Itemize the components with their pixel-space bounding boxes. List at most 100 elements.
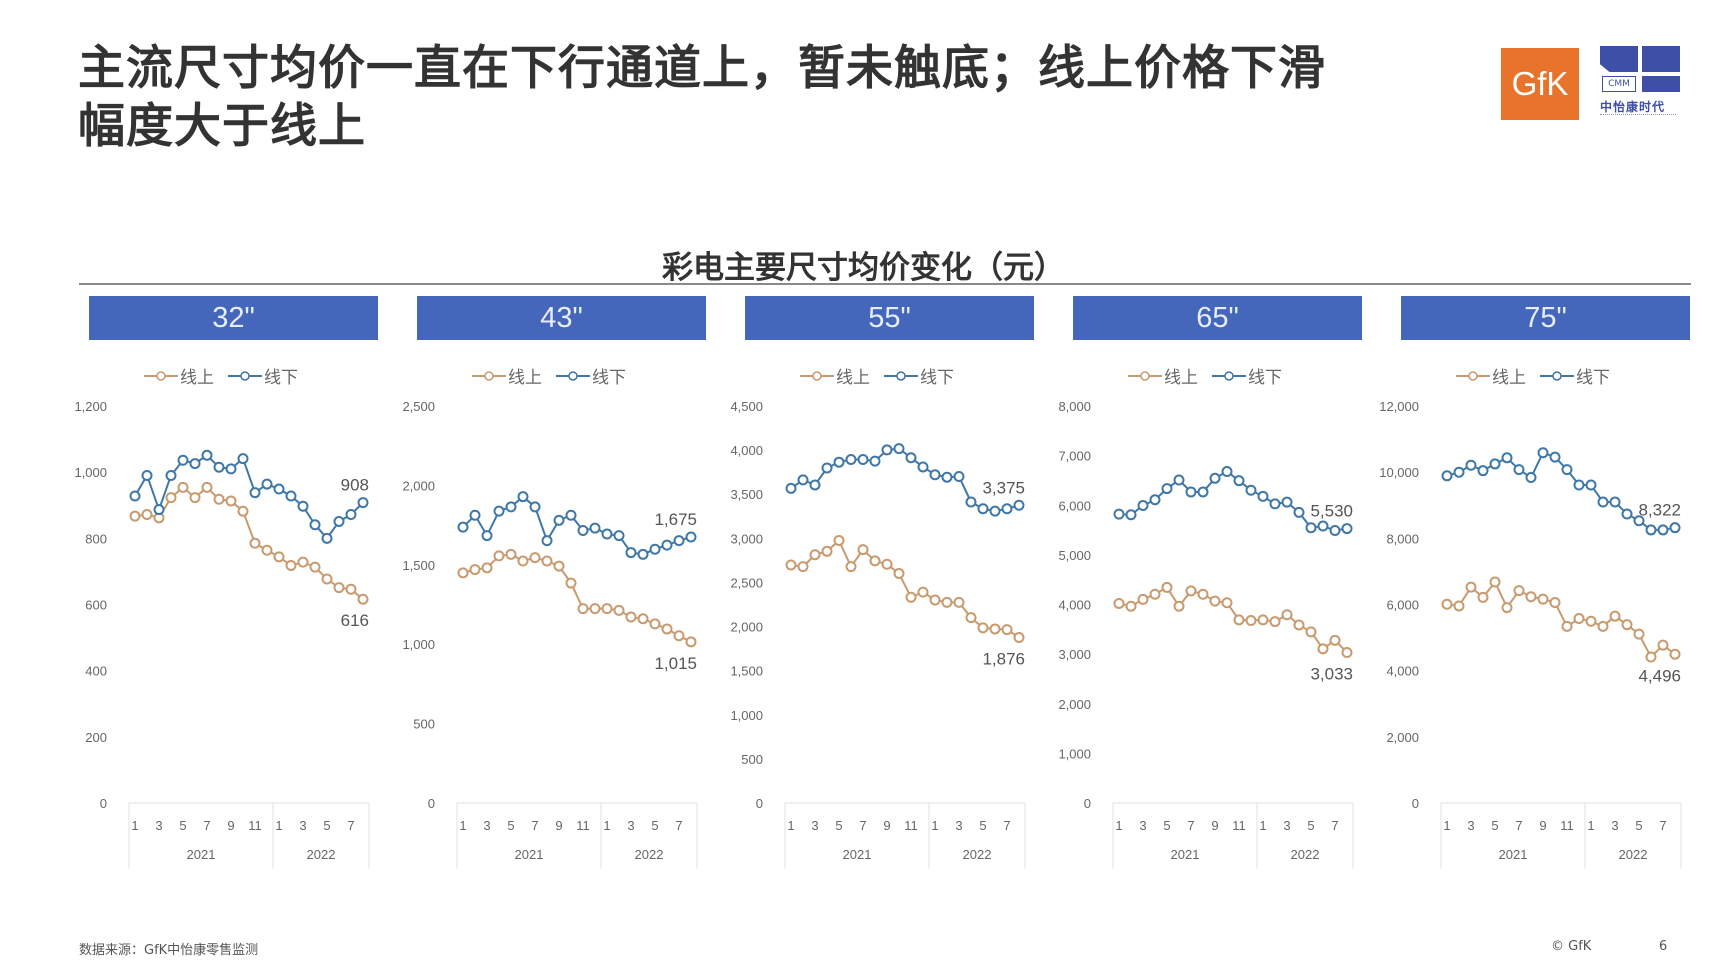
- data-point-marker: [1281, 609, 1293, 621]
- y-axis-tick-label: 8,000: [1386, 531, 1419, 546]
- data-point-marker: [1513, 464, 1525, 476]
- data-point-marker: [493, 505, 505, 517]
- data-point-marker: [869, 555, 881, 567]
- y-axis-tick-label: 6,000: [1386, 598, 1419, 613]
- data-point-marker: [941, 471, 953, 483]
- chart-legend: 线上 线下: [1456, 363, 1656, 388]
- data-point-marker: [1525, 591, 1537, 603]
- x-axis-month-label: 1: [1443, 818, 1450, 833]
- data-point-marker: [201, 481, 213, 493]
- x-axis-month-label: 1: [603, 818, 610, 833]
- cmm-logo-quadrant-tl: [1600, 46, 1638, 72]
- data-point-marker: [905, 591, 917, 603]
- data-point-marker: [1489, 576, 1501, 588]
- y-axis-tick-label: 600: [85, 598, 107, 613]
- page-number: 6: [1659, 939, 1668, 954]
- y-axis-tick-label: 12,000: [1379, 399, 1419, 414]
- data-point-marker: [601, 603, 613, 615]
- data-point-marker: [357, 593, 369, 605]
- data-point-marker: [1549, 451, 1561, 463]
- data-point-marker: [1609, 496, 1621, 508]
- legend-online-marker-icon: [800, 370, 834, 381]
- data-point-marker: [881, 444, 893, 456]
- y-axis-tick-label: 5,000: [1058, 548, 1091, 563]
- legend-offline-label: 线下: [1576, 368, 1610, 388]
- legend-item-online: 线上: [144, 363, 214, 388]
- x-axis-year-label: 2021: [187, 847, 216, 862]
- x-axis-year-label: 2022: [307, 847, 336, 862]
- chart-legend: 线上 线下: [800, 363, 1000, 388]
- y-axis-tick-label: 2,000: [402, 478, 435, 493]
- data-point-marker: [857, 453, 869, 465]
- x-axis-month-label: 9: [1539, 818, 1546, 833]
- data-point-marker: [1245, 615, 1257, 627]
- data-point-marker: [321, 532, 333, 544]
- data-point-marker: [297, 500, 309, 512]
- data-point-marker: [577, 603, 589, 615]
- legend-item-offline: 线下: [228, 363, 298, 388]
- y-axis-tick-label: 2,000: [1058, 697, 1091, 712]
- x-axis-month-label: 1: [1115, 818, 1122, 833]
- data-point-marker: [1633, 515, 1645, 527]
- data-point-marker: [565, 509, 577, 521]
- data-point-marker: [929, 469, 941, 481]
- data-point-marker: [1669, 648, 1681, 660]
- y-axis-tick-label: 2,000: [730, 620, 763, 635]
- x-axis-month-label: 9: [227, 818, 234, 833]
- data-point-marker: [1645, 651, 1657, 663]
- data-point-marker: [917, 586, 929, 598]
- online-end-value-label: 4,496: [1638, 666, 1681, 685]
- panel-size-header: 75": [1401, 296, 1690, 340]
- data-point-marker: [553, 560, 565, 572]
- legend-online-label: 线上: [508, 368, 542, 388]
- offline-end-value-label: 3,375: [982, 478, 1025, 497]
- data-point-marker: [213, 493, 225, 505]
- data-point-marker: [869, 455, 881, 467]
- legend-item-online: 线上: [472, 363, 542, 388]
- offline-series: [1113, 466, 1353, 537]
- data-point-marker: [1561, 620, 1573, 632]
- data-point-marker: [357, 497, 369, 509]
- data-point-marker: [977, 622, 989, 634]
- legend-offline-marker-icon: [556, 370, 590, 381]
- data-point-marker: [285, 559, 297, 571]
- online-series: [129, 481, 369, 605]
- data-point-marker: [189, 458, 201, 470]
- data-point-marker: [249, 537, 261, 549]
- data-point-marker: [1113, 508, 1125, 520]
- x-axis-month-label: 5: [979, 818, 986, 833]
- data-point-marker: [1149, 494, 1161, 506]
- data-point-marker: [881, 558, 893, 570]
- x-axis-month-label: 7: [675, 818, 682, 833]
- data-point-marker: [1645, 524, 1657, 536]
- data-point-marker: [129, 510, 141, 522]
- data-point-marker: [345, 583, 357, 595]
- data-point-marker: [529, 501, 541, 513]
- x-axis-month-label: 3: [627, 818, 634, 833]
- x-axis-month-label: 11: [1560, 818, 1574, 833]
- chart-panel: 65" 线上 线下 8,000 7,000 6,000 5,000 4,000 3,000 2,0…: [1058, 296, 1403, 876]
- x-axis-year-label: 2021: [1171, 847, 1200, 862]
- data-point-marker: [1561, 464, 1573, 476]
- title-divider: [79, 283, 1691, 285]
- legend-online-label: 线上: [1492, 368, 1526, 388]
- data-point-marker: [625, 547, 637, 559]
- x-axis-month-label: 3: [483, 818, 490, 833]
- x-axis-month-label: 11: [1232, 818, 1246, 833]
- data-point-marker: [637, 548, 649, 560]
- x-axis-month-label: 9: [555, 818, 562, 833]
- data-point-marker: [237, 505, 249, 517]
- x-axis-year-label: 2021: [1499, 847, 1528, 862]
- data-point-marker: [1013, 499, 1025, 511]
- data-point-marker: [1549, 596, 1561, 608]
- x-axis-month-label: 7: [203, 818, 210, 833]
- data-point-marker: [273, 483, 285, 495]
- x-axis-month-label: 5: [1491, 818, 1498, 833]
- data-point-marker: [1161, 483, 1173, 495]
- y-axis-tick-label: 1,200: [74, 399, 107, 414]
- online-end-value-label: 1,876: [982, 649, 1025, 668]
- data-point-marker: [333, 582, 345, 594]
- x-axis-month-label: 3: [1611, 818, 1618, 833]
- x-axis-month-label: 7: [1659, 818, 1666, 833]
- data-point-marker: [661, 623, 673, 635]
